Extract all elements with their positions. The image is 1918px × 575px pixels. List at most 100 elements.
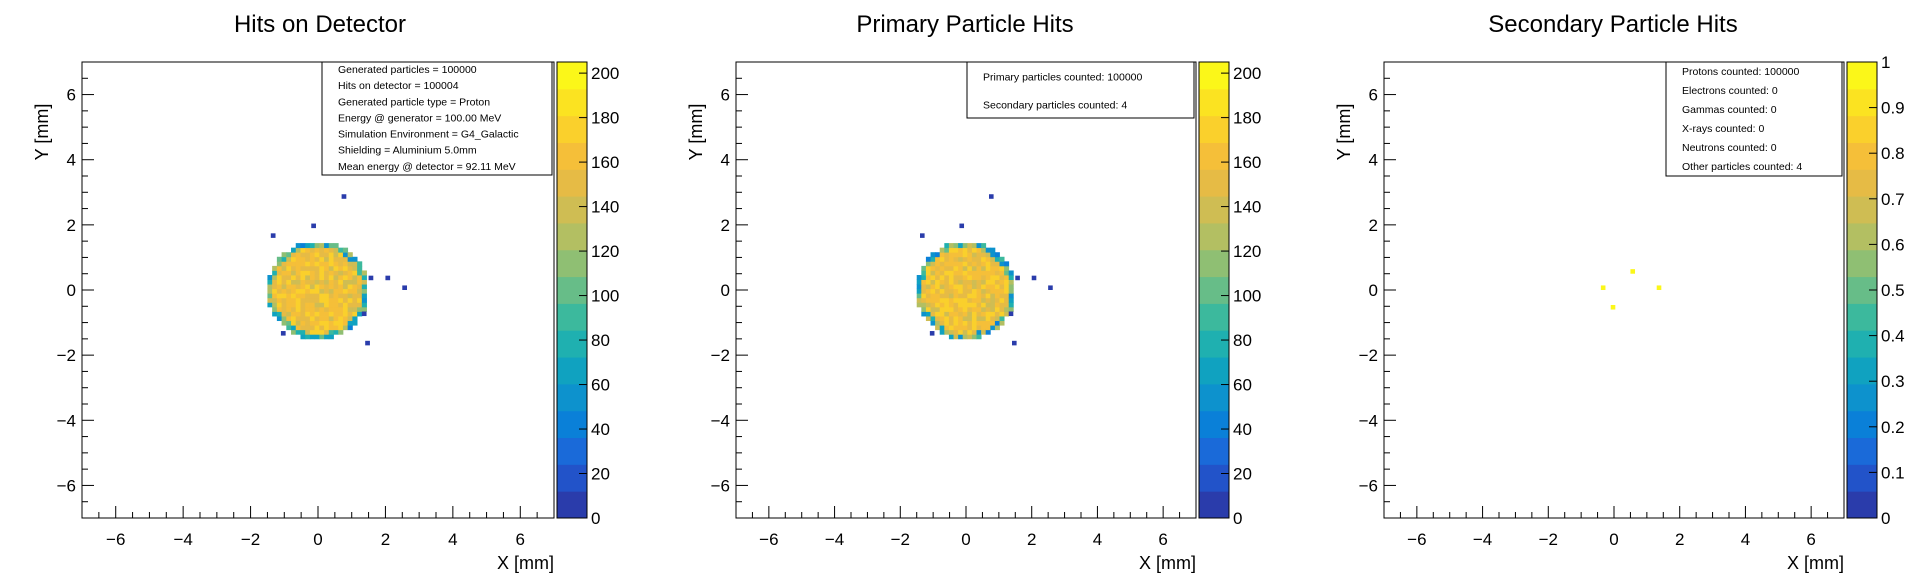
heatmap-bin: [300, 325, 306, 331]
heatmap-bin: [948, 243, 954, 249]
heatmap-bin: [930, 270, 936, 276]
heatmap-bin: [976, 252, 982, 258]
heatmap-bin: [281, 316, 287, 322]
heatmap-bin: [999, 297, 1005, 303]
heatmap-bin: [295, 325, 301, 331]
heatmap-bin: [328, 261, 334, 267]
heatmap-bin: [333, 302, 339, 308]
heatmap-bin: [944, 243, 950, 249]
heatmap-bin: [967, 256, 973, 262]
heatmap-bin: [272, 275, 278, 280]
heatmap-bin: [357, 293, 363, 299]
heatmap-bin: [985, 288, 991, 294]
heatmap-bin: [361, 288, 367, 294]
heatmap-bin: [948, 316, 954, 322]
heatmap-bin: [342, 311, 349, 317]
heatmap-bin: [300, 320, 306, 326]
heatmap-bin: [319, 284, 325, 290]
color-bar-segment: [1847, 62, 1877, 90]
heatmap-bin: [309, 302, 316, 308]
heatmap-bin: [347, 256, 353, 262]
color-bar-segment: [1847, 196, 1877, 224]
y-tick-label: −2: [711, 346, 730, 365]
heatmap-bin: [305, 329, 311, 335]
heatmap-bin: [319, 288, 325, 294]
heatmap-bin: [286, 297, 292, 303]
heatmap-bin: [267, 293, 273, 299]
heatmap-bin: [295, 279, 301, 285]
heatmap-bin: [953, 270, 959, 276]
heatmap-bin: [971, 293, 977, 299]
heatmap-bin: [338, 302, 344, 308]
heatmap-bin: [324, 288, 330, 294]
heatmap-bin: [916, 293, 922, 299]
heatmap-bin: [985, 265, 991, 271]
heatmap-bin: [342, 275, 349, 280]
heatmap-bin: [958, 275, 964, 280]
heatmap-bin: [319, 306, 325, 312]
color-bar-segment: [1199, 410, 1229, 439]
heatmap-bin: [314, 270, 320, 276]
heatmap-bin: [962, 311, 968, 317]
heatmap-bin: [338, 256, 344, 262]
heatmap-bin: [1008, 279, 1014, 285]
stats-line: Electrons counted: 0: [1682, 85, 1778, 97]
heatmap-bin: [985, 297, 991, 303]
heatmap-bin: [272, 297, 278, 303]
heatmap-bin: [319, 316, 325, 322]
heatmap-bin: [921, 311, 927, 317]
heatmap-bin: [990, 247, 996, 253]
heatmap-bin: [967, 329, 973, 335]
color-bar-tick-label: 0: [591, 509, 600, 528]
heatmap-bin: [324, 329, 330, 335]
heatmap-bin: [999, 261, 1005, 267]
color-bar-segment: [1199, 115, 1229, 143]
heatmap-bin: [352, 256, 358, 262]
stats-box: Primary particles counted: 100000 Seconda…: [966, 61, 1195, 119]
heatmap-bin: [916, 284, 922, 290]
heatmap-bin: [314, 265, 320, 271]
heatmap-bin: [352, 293, 358, 299]
heatmap-bin: [953, 284, 959, 290]
heatmap-bin: [333, 293, 339, 299]
heatmap-bin: [976, 265, 982, 271]
heatmap-bin: [347, 320, 353, 326]
heatmap-bin: [971, 261, 977, 267]
heatmap-bin: [985, 256, 991, 262]
heatmap-bin: [272, 311, 278, 317]
heatmap-bin: [347, 288, 353, 294]
heatmap-bin: [314, 261, 320, 267]
heatmap-bin: [305, 252, 311, 258]
heatmap-bin: [962, 252, 968, 258]
heatmap-bin: [357, 311, 363, 317]
heatmap-bin: [971, 297, 977, 303]
heatmap-bin: [921, 270, 927, 276]
heatmap-bin: [976, 270, 982, 276]
heatmap-bin: [328, 256, 334, 262]
heatmap-bin: [944, 293, 950, 299]
heatmap-bin: [305, 316, 311, 322]
heatmap-bin: [921, 302, 927, 308]
heatmap-bin: [300, 265, 306, 271]
heatmap-bin: [925, 279, 931, 285]
heatmap-bin: [935, 311, 941, 317]
color-bar-tick-label: 100: [591, 287, 619, 306]
heatmap-bin: [953, 311, 959, 317]
heatmap-bin: [925, 302, 931, 308]
heatmap-bin: [985, 316, 991, 322]
heatmap-bin: [314, 297, 320, 303]
heatmap-bin: [291, 320, 297, 326]
heatmap-bin: [314, 284, 320, 290]
heatmap-bin: [328, 320, 334, 326]
heatmap-bin: [324, 265, 330, 271]
heatmap-bin: [953, 293, 959, 299]
heatmap-bin: [291, 293, 297, 299]
heatmap-bin: [300, 293, 306, 299]
heatmap-bin: [291, 288, 297, 294]
heatmap-bin: [338, 316, 344, 322]
heatmap-bin: [314, 320, 320, 326]
color-bar-segment: [1847, 491, 1877, 519]
x-tick-label: 2: [381, 530, 390, 549]
heatmap-bin: [930, 306, 936, 312]
heatmap-bin: [939, 256, 945, 262]
